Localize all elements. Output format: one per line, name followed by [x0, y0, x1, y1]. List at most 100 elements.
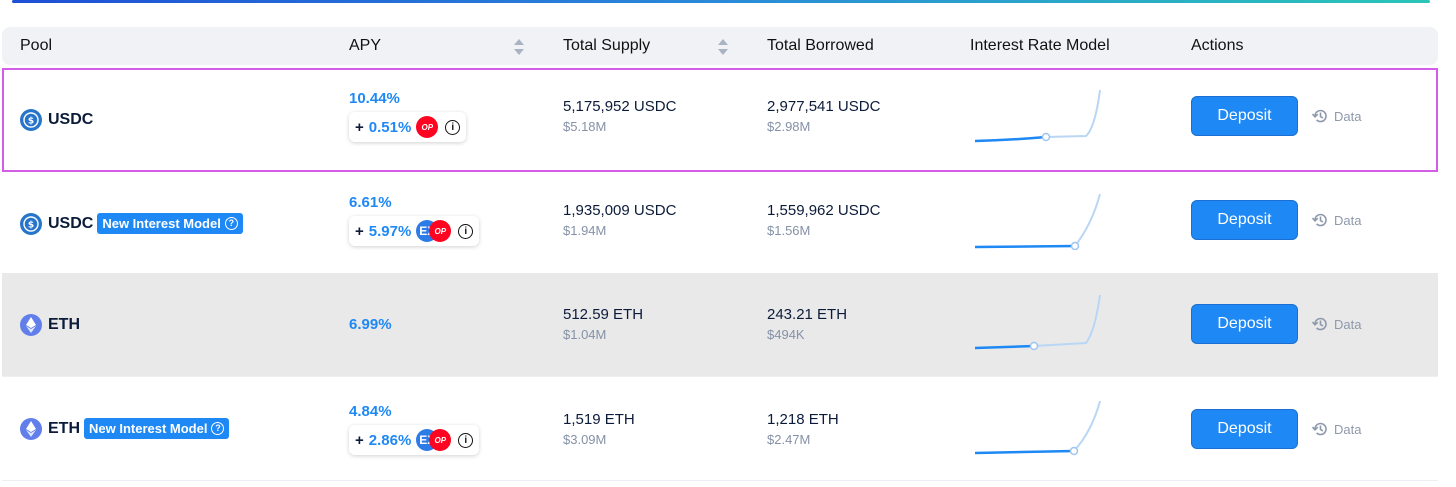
op-token-icon: OP — [429, 429, 452, 451]
new-interest-model-badge[interactable]: New Interest Model ? — [84, 418, 230, 439]
total-borrowed-cell: 2,977,541 USDC $2.98M — [767, 98, 880, 134]
table-row[interactable]: $ USDC New Interest Model ? 6.61% + 5.97… — [2, 172, 1438, 276]
eth-icon — [20, 313, 42, 336]
borrowed-usd: $2.98M — [767, 119, 811, 134]
total-borrowed-cell: 1,559,962 USDC $1.56M — [767, 202, 880, 238]
table-row[interactable]: ETH 6.99% 512.59 ETH $1.04M 243.21 ETH $… — [2, 273, 1438, 377]
op-token-icon: OP — [429, 220, 452, 242]
apy-sort-icon[interactable] — [514, 39, 524, 55]
total-supply-cell: 5,175,952 USDC $5.18M — [563, 98, 676, 134]
history-icon — [1311, 109, 1327, 123]
info-icon[interactable]: i — [458, 432, 474, 448]
new-interest-model-badge[interactable]: New Interest Model ? — [97, 213, 243, 234]
data-link-label: Data — [1334, 421, 1362, 437]
apy-value: 6.99% — [349, 316, 392, 333]
utilization-point — [1029, 341, 1039, 351]
pool-cell: ETH — [20, 273, 80, 376]
apy-cell: 6.99% — [349, 316, 392, 333]
reward-apy: + 5.97% EX OP i — [349, 216, 480, 246]
badge-label: New Interest Model — [89, 421, 208, 436]
apy-cell: 4.84% + 2.86% EX OP i — [349, 403, 480, 455]
borrowed-amount: 1,218 ETH — [767, 411, 839, 428]
data-link[interactable]: Data — [1311, 107, 1361, 125]
reward-token-icons: EX OP — [416, 220, 452, 242]
borrowed-amount: 1,559,962 USDC — [767, 202, 881, 219]
deposit-button[interactable]: Deposit — [1191, 96, 1298, 136]
apy-value: 6.61% — [349, 194, 392, 211]
pool-cell: $ USDC New Interest Model ? — [20, 172, 243, 275]
info-icon[interactable]: i — [445, 119, 461, 135]
pool-name: USDC — [48, 214, 94, 232]
total-borrowed-cell: 1,218 ETH $2.47M — [767, 411, 839, 447]
supply-usd: $1.94M — [563, 223, 607, 238]
total-supply-cell: 1,519 ETH $3.09M — [563, 411, 635, 447]
reward-plus: + — [355, 222, 364, 240]
eth-icon — [20, 417, 42, 440]
utilization-point — [1070, 241, 1080, 250]
borrowed-usd: $494K — [767, 327, 805, 342]
total-supply-cell: 512.59 ETH $1.04M — [563, 306, 643, 342]
pools-table: Pool APY Total Supply Total Borrowed Int… — [2, 27, 1438, 481]
table-row[interactable]: ETH New Interest Model ? 4.84% + 2.86% E… — [2, 377, 1438, 481]
info-icon[interactable]: i — [458, 223, 474, 239]
data-link[interactable]: Data — [1311, 211, 1361, 229]
reward-token-icons: EX OP — [416, 429, 452, 451]
total-supply-cell: 1,935,009 USDC $1.94M — [563, 202, 676, 238]
pool-cell: ETH New Interest Model ? — [20, 377, 230, 480]
data-link[interactable]: Data — [1311, 315, 1361, 333]
interest-rate-sparkline — [974, 295, 1101, 351]
pool-cell: $ USDC — [20, 68, 93, 171]
apy-value: 4.84% — [349, 403, 392, 420]
borrowed-amount: 243.21 ETH — [767, 306, 848, 323]
reward-percent: 5.97% — [368, 222, 412, 240]
header-apy[interactable]: APY — [349, 37, 382, 54]
history-icon — [1311, 213, 1327, 227]
pool-name: USDC — [48, 110, 94, 128]
svg-text:$: $ — [28, 220, 34, 230]
utilization-point — [1041, 132, 1051, 142]
history-icon — [1311, 317, 1327, 331]
deposit-button[interactable]: Deposit — [1191, 304, 1298, 344]
pool-name: ETH — [48, 315, 80, 333]
interest-rate-sparkline — [974, 401, 1101, 456]
header-total-borrowed: Total Borrowed — [767, 37, 874, 54]
data-link-label: Data — [1334, 108, 1362, 124]
header-total-supply[interactable]: Total Supply — [563, 37, 651, 54]
apy-cell: 10.44% + 0.51% OP i — [349, 90, 467, 142]
utilization-point — [1069, 446, 1079, 456]
usdc-icon: $ — [20, 108, 42, 131]
supply-amount: 1,935,009 USDC — [563, 202, 677, 219]
header-interest-rate-model: Interest Rate Model — [970, 37, 1110, 54]
borrowed-amount: 2,977,541 USDC — [767, 98, 881, 115]
supply-usd: $5.18M — [563, 119, 607, 134]
reward-plus: + — [355, 431, 364, 449]
supply-sort-icon[interactable] — [718, 39, 728, 55]
data-link[interactable]: Data — [1311, 420, 1361, 438]
pool-name: ETH — [48, 419, 80, 437]
reward-percent: 0.51% — [368, 118, 412, 136]
history-icon — [1311, 422, 1327, 436]
apy-value: 10.44% — [349, 90, 400, 107]
table-row[interactable]: $ USDC 10.44% + 0.51% OP i 5,175,952 USD… — [2, 68, 1438, 172]
top-gradient-line — [12, 0, 1430, 3]
borrowed-usd: $1.56M — [767, 223, 811, 238]
reward-percent: 2.86% — [368, 431, 412, 449]
supply-amount: 1,519 ETH — [563, 411, 635, 428]
data-link-label: Data — [1334, 212, 1362, 228]
reward-apy: + 2.86% EX OP i — [349, 425, 480, 455]
supply-amount: 512.59 ETH — [563, 306, 644, 323]
usdc-icon: $ — [20, 212, 42, 235]
reward-apy: + 0.51% OP i — [349, 112, 467, 142]
header-actions: Actions — [1191, 37, 1244, 54]
table-header: Pool APY Total Supply Total Borrowed Int… — [2, 27, 1438, 65]
help-icon[interactable]: ? — [211, 422, 225, 435]
deposit-button[interactable]: Deposit — [1191, 200, 1298, 240]
header-pool: Pool — [20, 37, 53, 54]
deposit-button[interactable]: Deposit — [1191, 409, 1298, 449]
help-icon[interactable]: ? — [224, 217, 238, 230]
data-link-label: Data — [1334, 316, 1362, 332]
interest-rate-sparkline — [974, 90, 1101, 143]
borrowed-usd: $2.47M — [767, 432, 811, 447]
supply-usd: $3.09M — [563, 432, 607, 447]
svg-text:$: $ — [28, 116, 34, 126]
